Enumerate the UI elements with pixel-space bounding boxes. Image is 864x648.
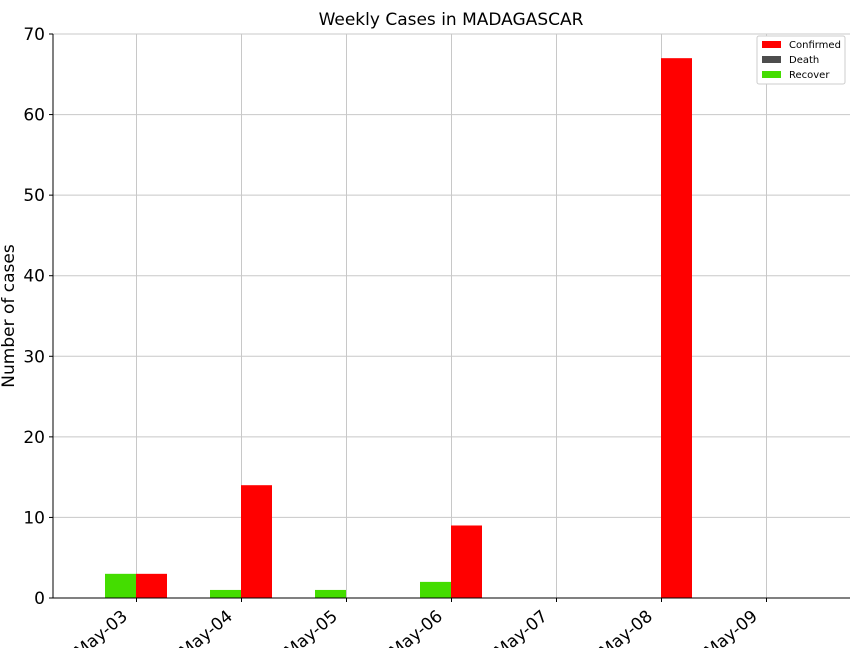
- bar-confirmed-may-08: [661, 58, 692, 598]
- x-tick-label: May-08: [596, 607, 657, 648]
- legend-label-recover: Recover: [789, 70, 830, 81]
- legend-swatch-death: [762, 56, 781, 63]
- legend: Confirmed Death Recover: [756, 35, 846, 85]
- x-tick-label: May-05: [281, 607, 342, 648]
- x-tick-label: May-04: [176, 607, 237, 648]
- x-tick-label: May-06: [386, 607, 447, 648]
- chart-title: Weekly Cases in MADAGASCAR: [319, 10, 584, 30]
- bar-confirmed-may-03: [136, 573, 167, 598]
- bar-confirmed-may-04: [241, 485, 272, 598]
- y-tick-label: 70: [23, 25, 45, 45]
- bar-recover-may-04: [210, 589, 241, 598]
- x-tick-label: May-03: [71, 607, 132, 648]
- axes: [49, 33, 850, 602]
- bar-confirmed-may-06: [451, 525, 482, 598]
- y-tick-label: 30: [23, 347, 45, 367]
- legend-swatch-recover: [762, 71, 781, 78]
- y-tick-label: 40: [23, 267, 45, 287]
- legend-label-confirmed: Confirmed: [789, 40, 841, 51]
- bar-recover-may-03: [105, 573, 136, 598]
- grid-lines: [53, 33, 850, 599]
- bar-recover-may-05: [315, 589, 346, 598]
- y-axis-label: Number of cases: [0, 244, 19, 388]
- y-tick-label: 20: [23, 428, 45, 448]
- tick-labels: 0 10 20 30 40 50 60 70 May-03 May-04 May-05 May-06 M…: [23, 25, 761, 648]
- x-tick-label: May-07: [491, 607, 552, 648]
- y-tick-label: 60: [23, 106, 45, 126]
- legend-label-death: Death: [789, 55, 819, 66]
- x-tick-label: May-09: [701, 607, 762, 648]
- y-tick-label: 0: [34, 589, 45, 609]
- bars: [105, 58, 692, 598]
- legend-swatch-confirmed: [762, 41, 781, 48]
- y-tick-label: 50: [23, 186, 45, 206]
- bar-recover-may-06: [420, 581, 451, 598]
- y-tick-label: 10: [23, 508, 45, 528]
